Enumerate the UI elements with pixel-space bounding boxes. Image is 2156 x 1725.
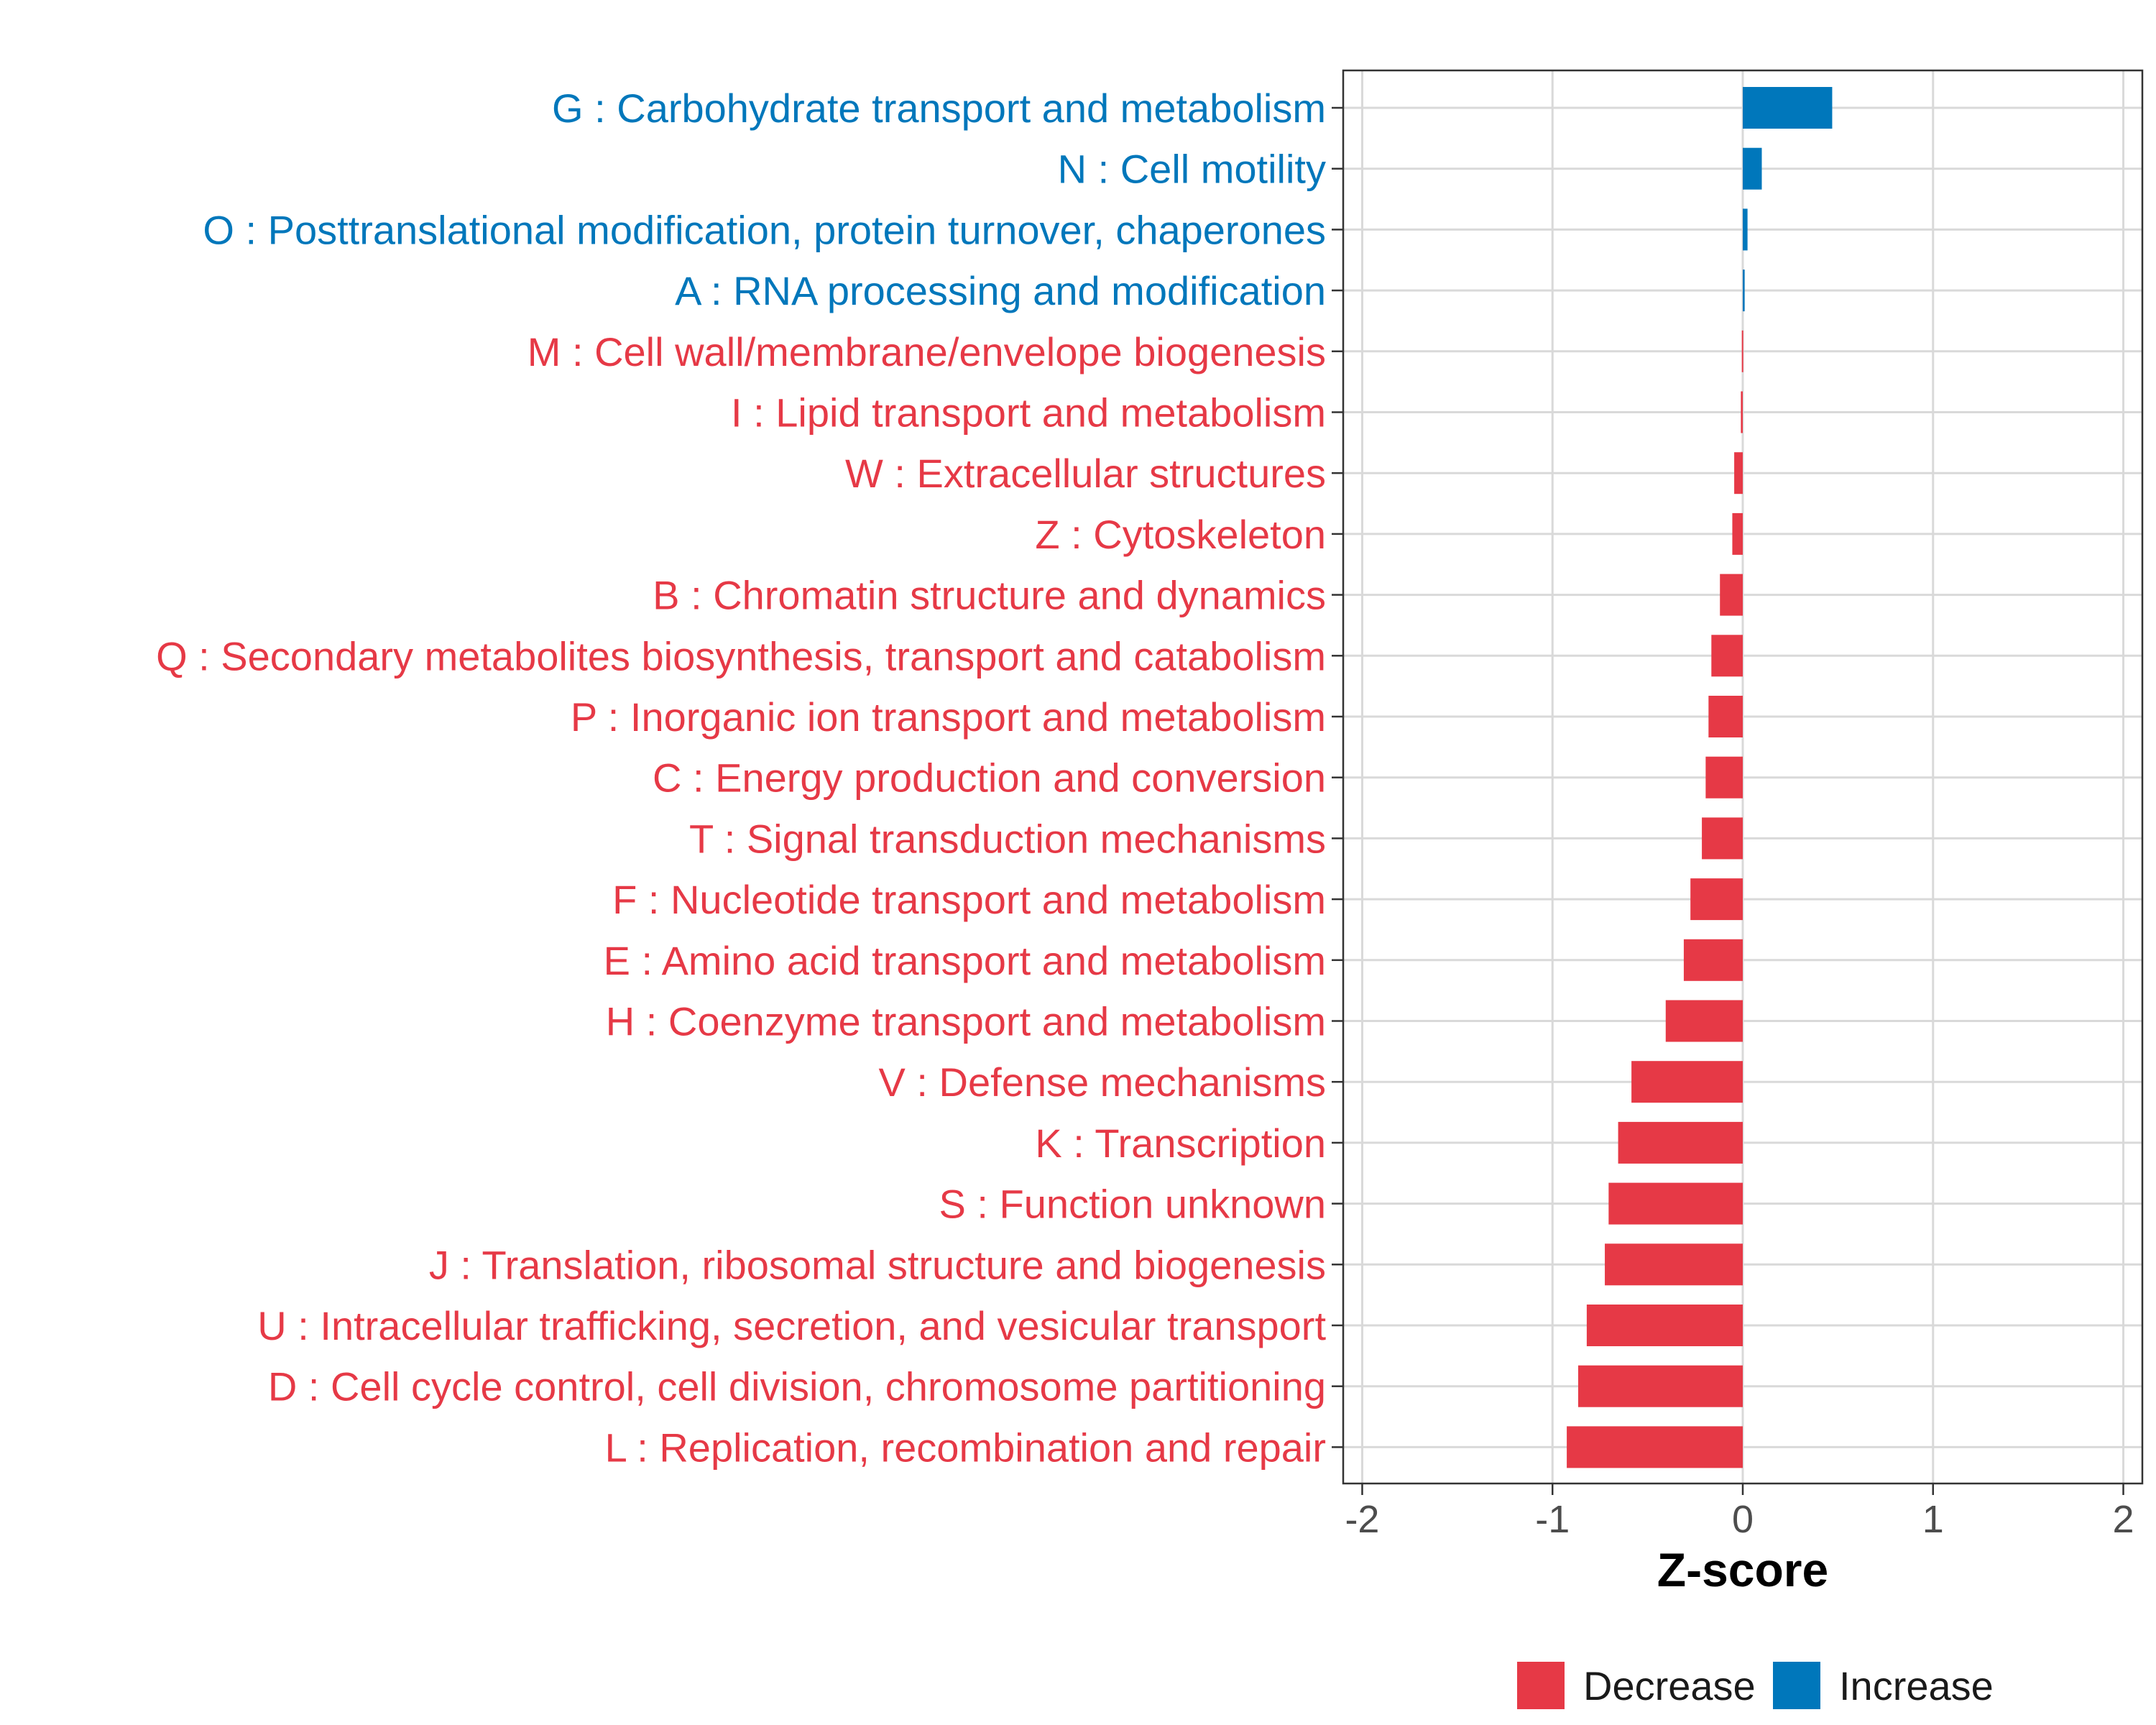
category-label: Z : Cytoskeleton — [1035, 512, 1326, 557]
bar — [1577, 1365, 1743, 1407]
legend: Decrease Increase — [1517, 1662, 1994, 1709]
x-axis: -2 -1 0 1 2 — [1345, 1484, 2134, 1541]
legend-label-decrease: Decrease — [1583, 1663, 1756, 1708]
category-label: Q : Secondary metabolites biosynthesis, … — [156, 633, 1326, 678]
bar — [1743, 87, 1833, 129]
bar — [1705, 756, 1743, 799]
bar — [1631, 1061, 1743, 1103]
x-tick-label: 2 — [2113, 1498, 2134, 1541]
x-tick-label: 0 — [1732, 1498, 1754, 1541]
category-label: W : Extracellular structures — [845, 451, 1326, 496]
category-label: P : Inorganic ion transport and metaboli… — [571, 694, 1326, 740]
bar — [1711, 635, 1743, 677]
x-tick-label: -1 — [1535, 1498, 1570, 1541]
bar — [1608, 1182, 1743, 1225]
category-label: N : Cell motility — [1058, 147, 1326, 192]
category-label: J : Translation, ribosomal structure and… — [429, 1242, 1326, 1287]
x-axis-title: Z-score — [1657, 1543, 1828, 1596]
category-label: D : Cell cycle control, cell division, c… — [268, 1364, 1326, 1409]
category-label: M : Cell wall/membrane/envelope biogenes… — [528, 329, 1326, 374]
category-label: U : Intracellular trafficking, secretion… — [257, 1303, 1326, 1348]
x-tick-label: 1 — [1922, 1498, 1944, 1541]
bar — [1618, 1121, 1743, 1164]
bar — [1734, 452, 1743, 494]
bar — [1708, 696, 1743, 737]
bar — [1720, 574, 1743, 616]
category-label: S : Function unknown — [939, 1182, 1326, 1227]
y-axis: G : Carbohydrate transport and metabolis… — [156, 86, 1343, 1470]
bar — [1665, 1000, 1743, 1042]
category-label: L : Replication, recombination and repai… — [605, 1425, 1326, 1470]
category-label: K : Transcription — [1035, 1121, 1326, 1166]
category-label: G : Carbohydrate transport and metabolis… — [552, 86, 1326, 131]
bar — [1741, 391, 1743, 433]
category-label: B : Chromatin structure and dynamics — [653, 573, 1326, 618]
legend-key-decrease — [1517, 1662, 1565, 1709]
category-label: T : Signal transduction mechanisms — [689, 816, 1326, 861]
legend-key-increase — [1773, 1662, 1820, 1709]
category-label: H : Coenzyme transport and metabolism — [606, 999, 1326, 1044]
bar — [1605, 1243, 1743, 1286]
bar — [1567, 1426, 1743, 1468]
category-label: F : Nucleotide transport and metabolism — [612, 877, 1326, 922]
bar — [1586, 1305, 1743, 1346]
bar — [1743, 147, 1762, 190]
category-label: A : RNA processing and modification — [675, 268, 1326, 313]
bar — [1732, 512, 1743, 555]
category-label: O : Posttranslational modification, prot… — [203, 207, 1326, 252]
bar-layer — [1567, 87, 1833, 1468]
x-tick-label: -2 — [1345, 1498, 1379, 1541]
bar — [1743, 208, 1748, 251]
category-label: C : Energy production and conversion — [653, 755, 1326, 801]
category-label: V : Defense mechanisms — [879, 1059, 1326, 1105]
category-label: E : Amino acid transport and metabolism — [604, 938, 1326, 983]
bar — [1702, 817, 1743, 860]
bar — [1690, 878, 1743, 921]
bar — [1743, 270, 1745, 312]
legend-label-increase: Increase — [1839, 1663, 1994, 1708]
bar — [1683, 939, 1743, 981]
category-label: I : Lipid transport and metabolism — [731, 390, 1326, 436]
bar — [1741, 330, 1743, 372]
